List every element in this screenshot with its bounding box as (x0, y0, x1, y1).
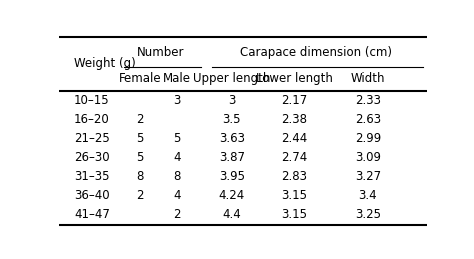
Text: 2.44: 2.44 (281, 132, 308, 145)
Text: 8: 8 (137, 170, 144, 183)
Text: 3.09: 3.09 (355, 151, 381, 164)
Text: 4.24: 4.24 (219, 189, 245, 202)
Text: Weight (g): Weight (g) (74, 57, 136, 70)
Text: 5: 5 (137, 151, 144, 164)
Text: 3.5: 3.5 (223, 113, 241, 126)
Text: Upper length: Upper length (193, 73, 271, 85)
Text: 2.83: 2.83 (282, 170, 307, 183)
Text: Female: Female (119, 73, 161, 85)
Text: 2.33: 2.33 (355, 94, 381, 107)
Text: 4.4: 4.4 (222, 208, 241, 221)
Text: 2: 2 (137, 189, 144, 202)
Text: 5: 5 (137, 132, 144, 145)
Text: 3.63: 3.63 (219, 132, 245, 145)
Text: 41–47: 41–47 (74, 208, 110, 221)
Text: 5: 5 (173, 132, 181, 145)
Text: 3: 3 (173, 94, 181, 107)
Text: 10–15: 10–15 (74, 94, 109, 107)
Text: 3.25: 3.25 (355, 208, 381, 221)
Text: 36–40: 36–40 (74, 189, 109, 202)
Text: 2: 2 (137, 113, 144, 126)
Text: Lower length: Lower length (256, 73, 333, 85)
Text: 3.15: 3.15 (282, 208, 307, 221)
Text: Male: Male (163, 73, 191, 85)
Text: 4: 4 (173, 151, 181, 164)
Text: 2.63: 2.63 (355, 113, 381, 126)
Text: Carapace dimension (cm): Carapace dimension (cm) (240, 46, 392, 59)
Text: Width: Width (351, 73, 385, 85)
Text: 4: 4 (173, 189, 181, 202)
Text: 3.87: 3.87 (219, 151, 245, 164)
Text: 2: 2 (173, 208, 181, 221)
Text: 3: 3 (228, 94, 236, 107)
Text: 3.4: 3.4 (358, 189, 377, 202)
Text: 2.17: 2.17 (281, 94, 308, 107)
Text: 21–25: 21–25 (74, 132, 109, 145)
Text: 2.38: 2.38 (282, 113, 307, 126)
Text: 3.27: 3.27 (355, 170, 381, 183)
Text: 3.95: 3.95 (219, 170, 245, 183)
Text: 16–20: 16–20 (74, 113, 109, 126)
Text: Number: Number (137, 46, 184, 59)
Text: 2.74: 2.74 (281, 151, 308, 164)
Text: 3.15: 3.15 (282, 189, 307, 202)
Text: 31–35: 31–35 (74, 170, 109, 183)
Text: 2.99: 2.99 (355, 132, 381, 145)
Text: 8: 8 (173, 170, 181, 183)
Text: 26–30: 26–30 (74, 151, 109, 164)
